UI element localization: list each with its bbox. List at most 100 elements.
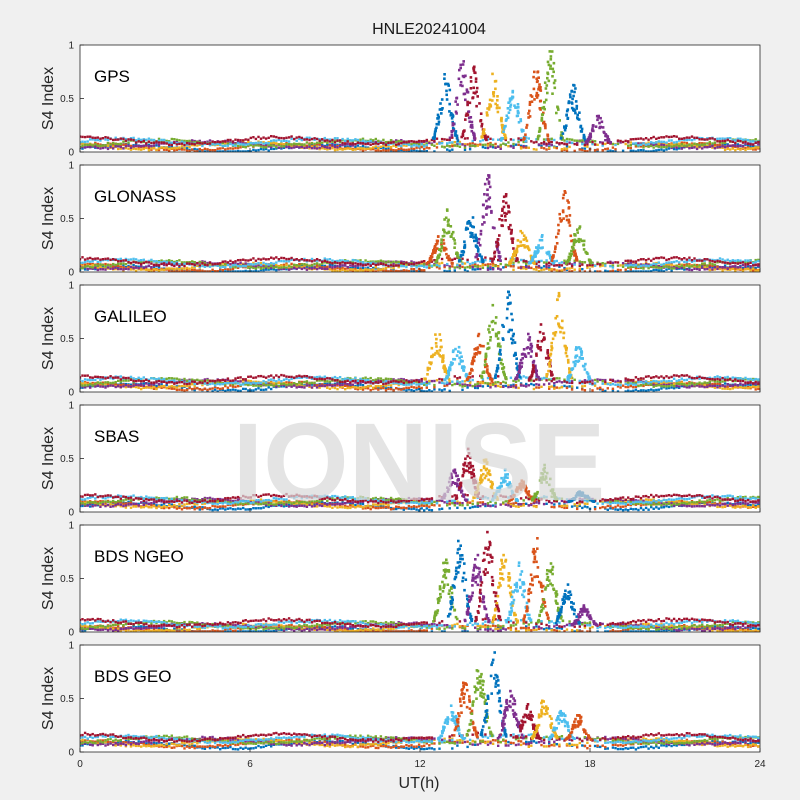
scatter-point [637, 390, 640, 392]
scatter-point [374, 266, 377, 269]
scatter-point [99, 143, 102, 146]
scatter-point [537, 260, 541, 264]
scatter-point [551, 92, 554, 95]
scatter-point [395, 387, 398, 390]
scatter-point [377, 268, 380, 271]
scatter-point [247, 266, 250, 269]
scatter-point [563, 190, 567, 193]
scatter-point [333, 145, 337, 148]
scatter-point [474, 265, 477, 268]
scatter-point [101, 381, 105, 384]
scatter-point [234, 270, 237, 272]
scatter-point [466, 386, 469, 389]
scatter-point [563, 268, 566, 271]
scatter-point [644, 150, 648, 152]
scatter-point [512, 142, 515, 146]
scatter-point [175, 267, 179, 270]
scatter-point [729, 387, 732, 391]
scatter-point [576, 113, 579, 117]
scatter-point [464, 74, 467, 78]
scatter-point [549, 67, 552, 70]
scatter-point [400, 142, 403, 145]
scatter-point [170, 143, 173, 147]
scatter-point [736, 385, 740, 389]
scatter-point [456, 144, 459, 148]
scatter-point [224, 142, 227, 145]
scatter-point [586, 139, 590, 143]
scatter-point [468, 120, 471, 123]
scatter-point [275, 147, 278, 150]
scatter-point [81, 256, 84, 259]
scatter-point [678, 262, 681, 266]
scatter-point [428, 379, 431, 383]
scatter-point [407, 386, 411, 390]
scatter-point [675, 264, 678, 267]
scatter-point [336, 264, 339, 268]
scatter-point [94, 136, 97, 140]
scatter-point [433, 386, 436, 389]
scatter-point [374, 270, 377, 272]
scatter-point [361, 266, 365, 270]
scatter-point [698, 259, 701, 262]
scatter-point [137, 148, 140, 151]
scatter-point [734, 265, 737, 268]
scatter-point [634, 385, 638, 388]
scatter-point [389, 139, 393, 142]
scatter-point [191, 266, 194, 269]
scatter-point [516, 114, 520, 117]
scatter-point [614, 143, 617, 147]
scatter-point [83, 265, 87, 268]
scatter-point [667, 381, 671, 384]
scatter-point [463, 380, 467, 383]
scatter-point [99, 147, 102, 150]
scatter-point [591, 261, 594, 265]
scatter-point [359, 141, 362, 145]
scatter-point [423, 263, 426, 266]
scatter-point [517, 140, 520, 143]
scatter-point [642, 267, 645, 270]
scatter-point [548, 145, 551, 148]
scatter-point [535, 138, 538, 141]
scatter-point [236, 262, 240, 266]
scatter-point [484, 143, 487, 146]
scatter-point [752, 385, 755, 388]
scatter-point [226, 144, 230, 147]
scatter-point [471, 265, 474, 269]
scatter-point [527, 146, 530, 149]
scatter-point [402, 264, 405, 268]
scatter-point [484, 136, 488, 140]
scatter-point [498, 256, 501, 260]
scatter-point [134, 269, 138, 272]
scatter-point [500, 119, 503, 123]
scatter-point [537, 143, 541, 146]
scatter-point [282, 263, 286, 266]
scatter-point [741, 263, 745, 267]
scatter-point [117, 138, 120, 141]
scatter-point [548, 264, 551, 267]
scatter-point [147, 147, 151, 150]
scatter-point [147, 384, 151, 387]
scatter-point [160, 146, 163, 149]
scatter-point [106, 263, 110, 267]
scatter-point [402, 262, 405, 266]
scatter-point [435, 126, 438, 130]
scatter-point [425, 390, 428, 392]
scatter-point [506, 107, 510, 110]
scatter-point [407, 263, 411, 266]
scatter-point [333, 148, 337, 152]
scatter-point [338, 266, 342, 269]
scatter-point [496, 243, 500, 246]
scatter-point [132, 267, 135, 270]
scatter-point [734, 148, 737, 152]
scatter-point [535, 96, 539, 99]
scatter-point [374, 145, 377, 148]
scatter-point [540, 266, 543, 270]
scatter-point [637, 144, 640, 147]
scatter-point [168, 143, 171, 147]
scatter-point [466, 113, 470, 117]
scatter-point [129, 258, 133, 261]
scatter-point [507, 101, 510, 104]
scatter-point [509, 384, 513, 387]
scatter-point [392, 389, 395, 392]
scatter-point [226, 141, 230, 144]
